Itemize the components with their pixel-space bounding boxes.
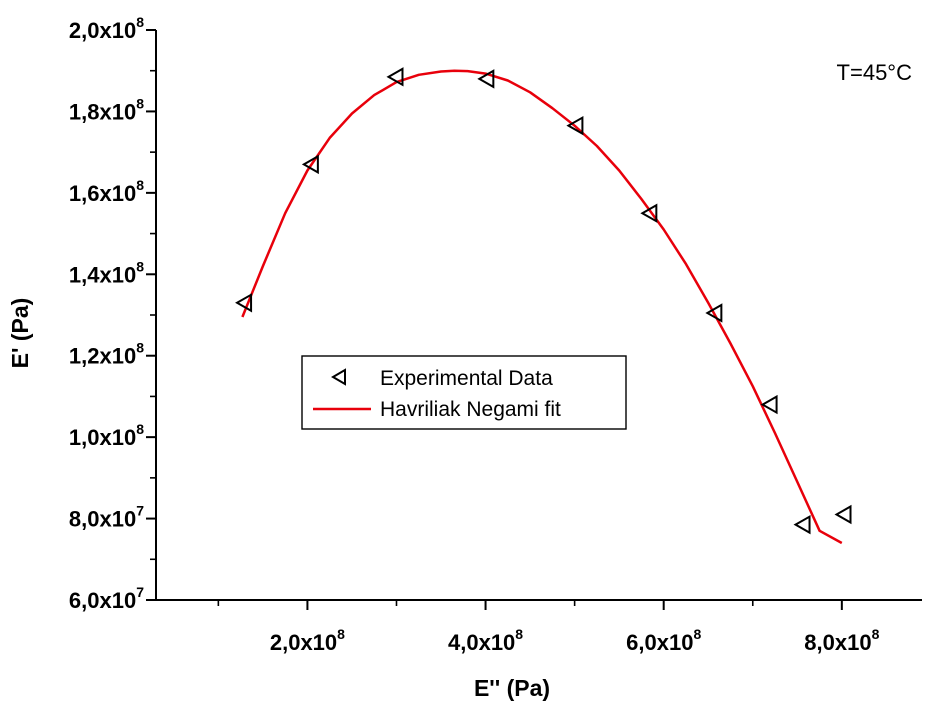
data-point (705, 303, 723, 323)
data-point (793, 514, 811, 535)
ticks: 2,0x108 4,0x108 6,0x108 8,0x108 6,0x107 8,0x1… (69, 14, 880, 655)
data-point (834, 504, 852, 525)
y-axis-title: E' (Pa) (7, 298, 33, 369)
y-tick-label: 1,0x108 (69, 421, 144, 450)
data-point (566, 115, 584, 136)
y-tick-label: 1,6x108 (69, 177, 144, 206)
data-point (477, 69, 495, 89)
data-point (386, 67, 404, 87)
y-tick-label: 2,0x108 (69, 14, 144, 43)
x-axis-title: E'' (Pa) (474, 675, 550, 701)
y-tick-label: 1,4x108 (69, 258, 144, 287)
x-tick-label: 6,0x108 (626, 626, 701, 655)
legend-box (301, 355, 627, 430)
y-tick-label: 6,0x107 (69, 584, 144, 613)
x-tick-label: 2,0x108 (270, 626, 345, 655)
legend-label-havriliak-negami-fit: Havriliak Negami fit (380, 398, 561, 421)
x-tick-label: 4,0x108 (448, 626, 523, 655)
data-point (235, 293, 253, 313)
legend-label-experimental-data: Experimental Data (380, 367, 553, 390)
x-tick-label: 8,0x108 (804, 626, 879, 655)
y-tick-label: 8,0x107 (69, 503, 144, 532)
series (235, 67, 852, 545)
y-tick-label: 1,2x108 (69, 340, 144, 369)
fit-line (241, 69, 843, 545)
data-point (301, 154, 319, 175)
legend: Experimental Data Havriliak Negami fit (301, 355, 627, 430)
axes (155, 30, 922, 601)
y-tick-label: 1,8x108 (69, 95, 144, 124)
annotation: T=45°C (837, 60, 913, 85)
data-point (640, 203, 658, 223)
legend-marker-experimental-data (331, 368, 346, 386)
data-point (760, 394, 778, 415)
